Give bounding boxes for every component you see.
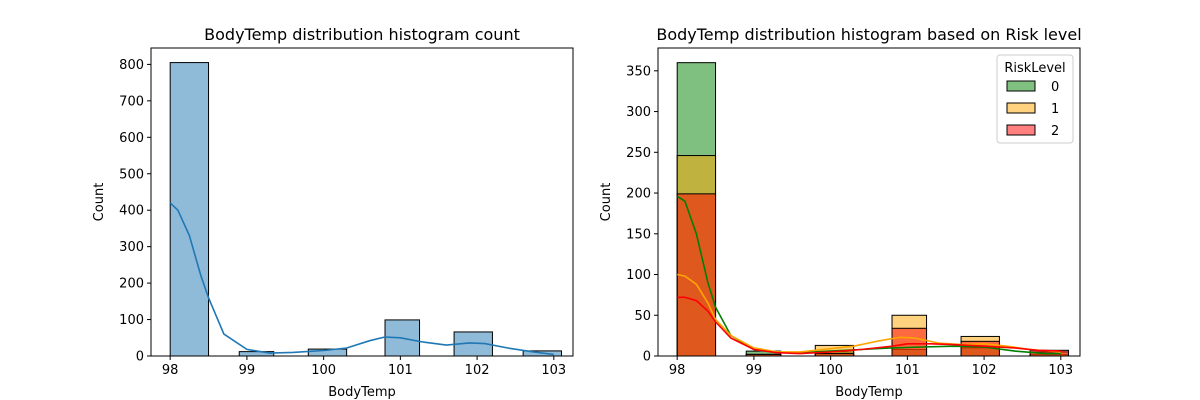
- chart-title: BodyTemp distribution histogram count: [204, 25, 520, 44]
- x-tick-label: 101: [388, 363, 413, 378]
- legend-box: [996, 54, 1074, 144]
- y-tick-label: 400: [119, 204, 144, 219]
- legend-swatch-risk-0: [1006, 80, 1036, 92]
- histogram-count-panel: 98 99 100 101 102 103 0 100 200 300 400 500 600 700 80…: [92, 25, 574, 400]
- plot-area: [676, 62, 1069, 356]
- x-tick-label: 101: [895, 363, 920, 378]
- x-axis-label: BodyTemp: [328, 385, 395, 400]
- x-tick-label: 98: [162, 363, 179, 378]
- y-tick-label: 150: [626, 227, 651, 242]
- y-tick-label: 250: [626, 146, 651, 161]
- y-tick-label: 200: [119, 277, 144, 292]
- legend-swatch-risk-2: [1006, 124, 1036, 136]
- y-axis-label: Count: [92, 183, 107, 222]
- y-tick-label: 50: [634, 309, 651, 324]
- y-tick-label: 100: [626, 268, 651, 283]
- y-axis-label: Count: [599, 183, 614, 222]
- y-tick-label: 0: [643, 350, 651, 365]
- legend-title: RiskLevel: [1004, 61, 1065, 76]
- kde-line: [169, 202, 554, 356]
- histogram-risk-panel: 98 99 100 101 102 103050100150200250300350Bod…: [599, 25, 1082, 400]
- y-tick-label: 350: [626, 64, 651, 79]
- kde-line-risk-1: [677, 273, 1061, 353]
- y-tick-label: 200: [626, 187, 651, 202]
- legend-swatch-risk-1: [1006, 102, 1036, 114]
- chart-title: BodyTemp distribution histogram based on…: [656, 25, 1081, 44]
- legend-label-risk-0: 0: [1051, 80, 1059, 95]
- x-axis-label: BodyTemp: [835, 385, 902, 400]
- y-tick-label: 800: [119, 58, 144, 73]
- y-tick-label: 300: [626, 105, 651, 120]
- y-tick-label: 100: [119, 313, 144, 328]
- legend-label-risk-2: 2: [1051, 124, 1059, 139]
- x-tick-label: 102: [972, 363, 997, 378]
- x-tick-label: 98: [669, 363, 686, 378]
- y-tick-label: 300: [119, 240, 144, 255]
- x-tick-label: 99: [239, 363, 256, 378]
- kde-line-risk-2: [677, 296, 1061, 355]
- x-tick-label: 102: [465, 363, 490, 378]
- y-tick-label: 500: [119, 167, 144, 182]
- histogram-bar-risk-2-bin-0: [676, 193, 717, 356]
- y-tick-label: 0: [136, 350, 144, 365]
- x-tick-label: 103: [1048, 363, 1073, 378]
- legend-label-risk-1: 1: [1051, 102, 1059, 117]
- x-tick-label: 103: [541, 363, 566, 378]
- plot-area: [169, 62, 562, 356]
- histogram-bar-risk-2-bin-3: [891, 327, 928, 356]
- y-tick-label: 600: [119, 131, 144, 146]
- legend: RiskLevel 0 1 2: [996, 54, 1074, 144]
- y-tick-label: 700: [119, 94, 144, 109]
- x-tick-label: 100: [818, 363, 843, 378]
- x-tick-label: 100: [311, 363, 336, 378]
- kde-line-risk-0: [676, 195, 1061, 355]
- x-tick-label: 99: [746, 363, 763, 378]
- axes-frame: [657, 47, 1081, 357]
- axes-frame: [150, 47, 574, 357]
